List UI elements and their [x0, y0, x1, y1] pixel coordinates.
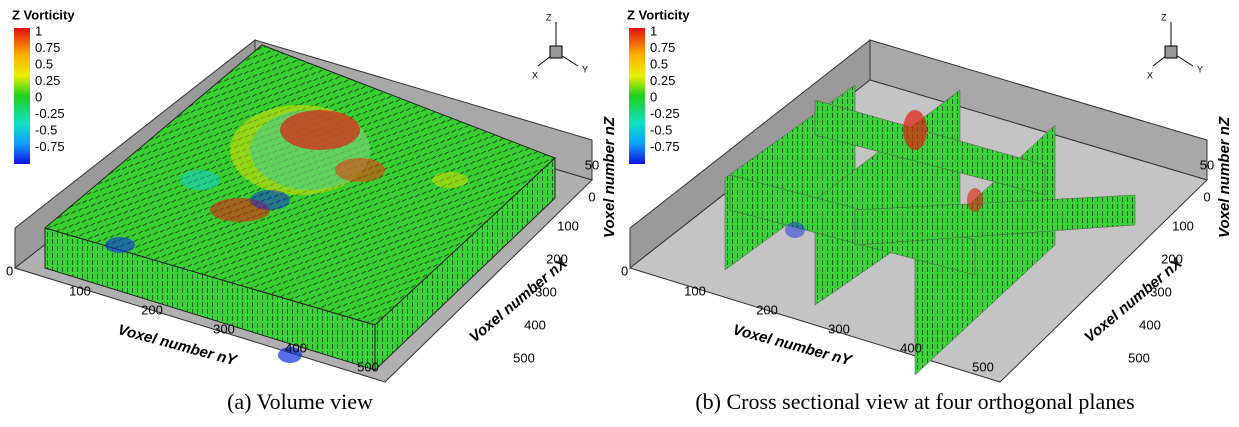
colorbar-tick-label: 0.75 [650, 40, 675, 55]
triad-label: Y [1197, 64, 1203, 74]
colorbar-tick-label: -0.5 [650, 122, 672, 137]
vorticity-blob [180, 170, 220, 190]
triad-label: Y [582, 64, 588, 74]
colorbar-tick-label: 0.25 [650, 73, 675, 88]
y-tick-label: 500 [357, 359, 379, 374]
triad-label: Z [546, 12, 552, 22]
colorbar-tick-label: -0.25 [650, 106, 680, 121]
caption: (a) Volume view [227, 389, 373, 414]
colorbar-tick-label: 1 [650, 23, 657, 38]
y-tick-label: 400 [285, 340, 307, 355]
y-tick-label: 500 [972, 359, 994, 374]
colorbar-tick-label: 1 [35, 23, 42, 38]
x-tick-label: 400 [1139, 317, 1161, 332]
y-tick-label: 100 [684, 283, 706, 298]
axes-triad: Z X Y [1147, 12, 1203, 80]
colorbar-tick-label: -0.5 [35, 122, 57, 137]
figure: Z Vorticity10.750.50.250-0.25-0.5-0.75ZX… [0, 0, 1239, 427]
z-tick-label: 50 [1200, 157, 1214, 172]
x-tick-label: 400 [524, 317, 546, 332]
y-tick-label: 400 [900, 340, 922, 355]
colorbar [14, 28, 30, 164]
vorticity-blob [250, 190, 290, 210]
colorbar-tick-label: -0.75 [650, 139, 680, 154]
colorbar-tick-label: 0.5 [35, 56, 53, 71]
axes-triad: Z X Y [532, 12, 588, 80]
y-axis-origin: 0 [621, 263, 628, 278]
x-tick-label: 100 [1172, 218, 1194, 233]
vorticity-blob [432, 172, 468, 188]
z-tick-label: 0 [1203, 189, 1210, 204]
panel: Z Vorticity10.750.50.250-0.25-0.5-0.75ZX… [621, 7, 1233, 414]
vorticity-blob [785, 222, 805, 238]
colorbar-tick-label: 0 [650, 89, 657, 104]
x-tick-label: 500 [1128, 350, 1150, 365]
y-axis-origin: 0 [6, 263, 13, 278]
z-tick-label: 0 [588, 189, 595, 204]
colorbar [629, 28, 645, 164]
x-tick-label: 100 [557, 218, 579, 233]
x-tick-label: 500 [513, 350, 535, 365]
y-tick-label: 100 [69, 283, 91, 298]
colorbar-title: Z Vorticity [627, 7, 690, 22]
colorbar-tick-label: 0.75 [35, 40, 60, 55]
triad-label: X [1147, 70, 1153, 80]
triad-label: X [532, 70, 538, 80]
vorticity-blob [967, 188, 983, 212]
colorbar-tick-label: 0.25 [35, 73, 60, 88]
y-tick-label: 200 [141, 302, 163, 317]
colorbar-title: Z Vorticity [12, 7, 75, 22]
colorbar-tick-label: 0 [35, 89, 42, 104]
colorbar-tick-label: 0.5 [650, 56, 668, 71]
vorticity-blob [280, 110, 360, 150]
panel: Z Vorticity10.750.50.250-0.25-0.5-0.75ZX… [6, 7, 618, 414]
vorticity-blob [105, 237, 135, 253]
vorticity-blob [903, 110, 927, 150]
vorticity-blob [335, 158, 385, 182]
y-tick-label: 200 [756, 302, 778, 317]
colorbar-tick-label: -0.25 [35, 106, 65, 121]
triad-label: Z [1161, 12, 1167, 22]
z-tick-label: 50 [585, 157, 599, 172]
z-axis-label: Voxel number nZ [601, 116, 618, 238]
y-tick-label: 300 [828, 321, 850, 336]
triad-cube [1165, 46, 1177, 58]
y-tick-label: 300 [213, 321, 235, 336]
colorbar-tick-label: -0.75 [35, 139, 65, 154]
triad-cube [550, 46, 562, 58]
z-axis-label: Voxel number nZ [1216, 116, 1233, 238]
caption: (b) Cross sectional view at four orthogo… [695, 389, 1134, 414]
